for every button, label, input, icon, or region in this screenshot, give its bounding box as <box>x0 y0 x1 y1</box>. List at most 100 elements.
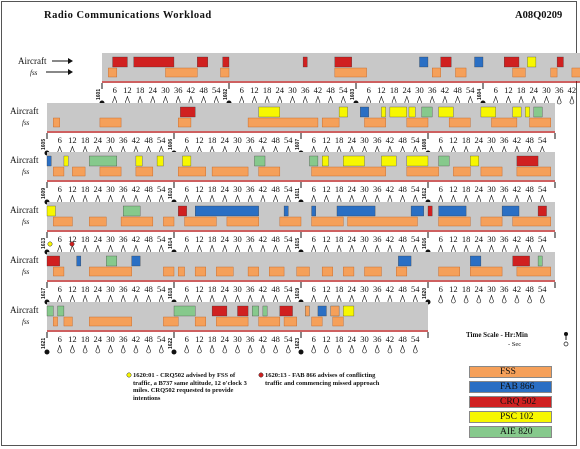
second-marker <box>290 95 295 105</box>
second-tick-label: 12 <box>449 284 458 294</box>
second-tick-label: 18 <box>462 184 471 194</box>
second-tick-label: 6 <box>185 135 189 145</box>
second-tick-label: 36 <box>246 184 255 194</box>
second-marker <box>412 244 418 254</box>
legend-label-psc102: PSC 102 <box>500 412 534 422</box>
second-tick-label: 54 <box>411 184 420 194</box>
second-tick-label: 12 <box>123 85 132 95</box>
second-tick-label: 42 <box>132 284 141 294</box>
second-marker <box>531 95 537 105</box>
fss-transmission <box>89 216 107 227</box>
second-marker <box>362 194 367 204</box>
annotation-2: 1620:13 - FAB 866 advises of conflicting… <box>265 372 390 387</box>
fss-transmission <box>438 216 471 227</box>
second-marker <box>324 244 329 254</box>
second-tick-label: 42 <box>259 234 268 244</box>
minute-label: 1609 <box>41 188 47 199</box>
second-marker <box>158 194 164 204</box>
second-marker <box>260 244 266 254</box>
minute-label: 1610 <box>168 188 174 199</box>
minute-label: 1606 <box>168 139 174 150</box>
second-marker <box>374 244 380 254</box>
minute-label: 1602 <box>223 89 229 100</box>
second-tick-label: 6 <box>439 234 443 244</box>
second-marker <box>158 294 164 304</box>
fss-transmission <box>194 316 206 327</box>
second-tick-label: 42 <box>132 334 141 344</box>
legend-label-fab866: FAB 866 <box>500 382 535 392</box>
aircraft-transmission <box>46 205 56 217</box>
second-marker <box>506 95 511 105</box>
second-tick-label: 54 <box>157 234 166 244</box>
second-marker <box>527 194 532 204</box>
fss-transmission <box>321 266 333 277</box>
minute-label: 1619 <box>295 288 301 299</box>
second-tick-label: 30 <box>487 135 496 145</box>
second-marker <box>133 244 139 254</box>
second-marker <box>412 294 418 304</box>
aircraft-transmission <box>222 56 230 68</box>
second-tick-label: 30 <box>360 135 369 145</box>
minute-label: 1608 <box>422 139 428 150</box>
annotation-2-text: 1620:13 - FAB 866 advises of conflicting… <box>265 372 380 387</box>
fss-transmission <box>120 216 154 227</box>
minute-label: 1623 <box>295 338 301 349</box>
second-tick-label: 6 <box>439 284 443 294</box>
aircraft-transmission <box>89 155 118 167</box>
fss-transmission <box>432 67 441 78</box>
fss-transmission <box>571 67 580 78</box>
second-tick-label: 12 <box>322 135 331 145</box>
second-tick-label: 6 <box>240 85 244 95</box>
second-marker <box>387 244 393 254</box>
second-marker <box>120 244 126 254</box>
aircraft-transmission <box>525 106 530 118</box>
fss-transmission <box>334 67 367 78</box>
second-marker <box>197 244 202 254</box>
second-tick-label: 12 <box>377 85 386 95</box>
annotation-2-key-marker <box>258 372 264 378</box>
row-aircraft-label: Aircraft <box>10 155 39 165</box>
second-tick-label: 18 <box>208 184 217 194</box>
fss-transmission <box>311 216 344 227</box>
fss-transmission <box>296 266 310 277</box>
second-marker <box>539 194 545 204</box>
second-marker <box>57 294 63 304</box>
second-tick-label: 6 <box>185 334 189 344</box>
second-tick-label: 12 <box>68 284 77 294</box>
second-marker <box>362 294 367 304</box>
second-marker <box>146 244 151 254</box>
fss-transmission <box>480 166 503 177</box>
second-marker <box>311 194 317 204</box>
second-marker <box>489 194 494 204</box>
fss-transmission <box>247 266 259 277</box>
fss-transmission <box>406 166 439 177</box>
second-marker <box>412 194 418 204</box>
second-tick-label: 30 <box>233 284 242 294</box>
second-tick-label: 30 <box>288 85 297 95</box>
second-tick-label: 30 <box>106 184 115 194</box>
second-marker <box>95 244 101 254</box>
second-tick-label: 6 <box>494 85 498 95</box>
second-tick-label: 36 <box>119 284 128 294</box>
second-tick-label: 42 <box>132 184 141 194</box>
second-marker <box>209 344 215 354</box>
second-marker <box>120 194 126 204</box>
second-tick-label: 42 <box>314 85 323 95</box>
aircraft-transmission <box>46 255 60 267</box>
second-marker <box>544 95 549 105</box>
fss-transmission <box>178 166 206 177</box>
fss-transmission <box>512 216 551 227</box>
second-marker <box>213 95 219 105</box>
second-marker <box>197 344 202 354</box>
aircraft-transmission <box>438 155 450 167</box>
second-tick-label: 24 <box>475 135 484 145</box>
aircraft-transmission <box>438 205 467 217</box>
second-tick-label: 42 <box>441 85 450 95</box>
second-tick-label: 42 <box>513 184 522 194</box>
row-fss-label: fss <box>22 268 30 276</box>
second-marker <box>463 194 469 204</box>
second-tick-label: 30 <box>106 284 115 294</box>
second-tick-label: 6 <box>185 234 189 244</box>
aircraft-transmission <box>106 255 118 267</box>
